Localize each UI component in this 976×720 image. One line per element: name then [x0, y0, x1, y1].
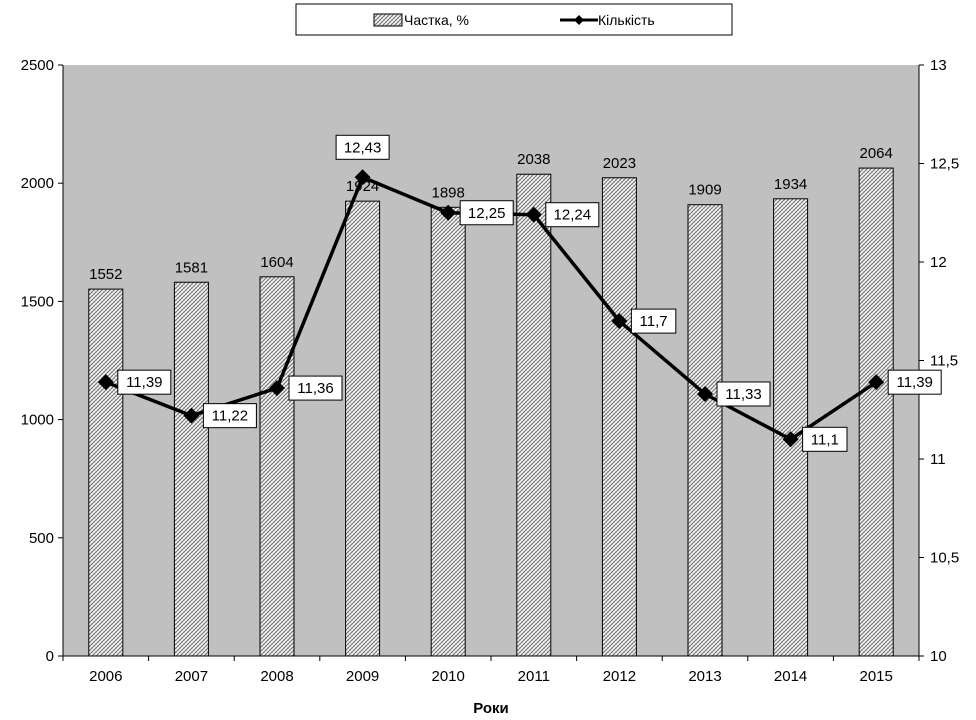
- bar-2012: [601, 177, 637, 657]
- line-marker-2010: [440, 204, 457, 221]
- line-value-box-2008: [288, 375, 343, 401]
- line-marker-2012: [611, 313, 628, 330]
- bar-value-labels: 1552 1581 1604 1924 1898 2038 2023 1909 1934 2064: [89, 145, 893, 283]
- bar-value-label-2012: 2023: [603, 155, 636, 172]
- x-tick-label-2009: 2009: [346, 668, 379, 685]
- line-value-box-2007: [202, 403, 257, 429]
- left-tick-label: 2000: [21, 175, 54, 192]
- line-value-box-2015: [887, 369, 942, 395]
- x-tick-label-2008: 2008: [260, 668, 293, 685]
- x-tick-label-2013: 2013: [688, 668, 721, 685]
- x-tick-label-2010: 2010: [432, 668, 465, 685]
- bar-value-label-2014: 1934: [774, 176, 807, 193]
- x-tick-label-2012: 2012: [603, 668, 636, 685]
- bar-2006: [88, 288, 124, 657]
- line-value-box-2013: [716, 381, 771, 407]
- left-tick-label: 0: [46, 648, 54, 665]
- bar-2014: [773, 198, 809, 657]
- x-tick-label-2015: 2015: [860, 668, 893, 685]
- legend-swatch-marker: [574, 15, 584, 25]
- bar-value-label-2006: 1552: [89, 266, 122, 283]
- line-value-box-2014: [802, 426, 848, 452]
- bar-2015: [858, 167, 894, 657]
- line-marker-2014: [782, 431, 799, 448]
- line-value-label-2015: 11,39: [896, 374, 932, 391]
- line-value-label-2014: 11,1: [811, 431, 839, 448]
- line-value-box-2009: [335, 134, 390, 160]
- bar-value-label-2007: 1581: [175, 259, 208, 276]
- x-tick-label-2006: 2006: [89, 668, 122, 685]
- legend-label-bar: Частка, %: [404, 12, 469, 28]
- bar-value-label-2011: 2038: [517, 151, 550, 168]
- bar-2010: [430, 206, 466, 657]
- right-tick-label: 12,5: [930, 156, 959, 173]
- x-tick-label-2014: 2014: [774, 668, 807, 685]
- left-tick-label: 1500: [21, 293, 54, 310]
- line-marker-2009: [354, 169, 371, 186]
- right-tick-label: 10,5: [930, 550, 959, 567]
- line-value-label-2010: 12,25: [468, 205, 506, 222]
- line-value-label-2013: 11,33: [725, 386, 761, 403]
- line-value-label-2008: 11,36: [297, 380, 333, 397]
- line-value-label-2011: 12,24: [554, 207, 592, 224]
- line-value-label-2009: 12,43: [344, 139, 382, 156]
- bar-value-label-2015: 2064: [860, 145, 893, 162]
- right-tick-label: 12: [930, 254, 947, 271]
- line-value-label-2007: 11,22: [212, 408, 248, 425]
- legend-box: [295, 3, 733, 36]
- line-value-box-2011: [545, 202, 600, 228]
- left-tick-label: 1000: [21, 412, 54, 429]
- line-value-box-2012: [630, 308, 677, 334]
- line-marker-2013: [697, 385, 713, 402]
- bar-2013: [687, 204, 723, 657]
- line-marker-2008: [269, 380, 285, 397]
- right-tick-label: 13: [930, 57, 947, 74]
- legend-label-line: Кількість: [598, 12, 655, 28]
- x-axis-title: Роки: [473, 700, 509, 717]
- legend: Частка, % Кількість: [295, 3, 733, 36]
- left-tick-label: 500: [29, 530, 54, 547]
- right-tick-label: 10: [930, 648, 947, 665]
- line-value-box-2010: [459, 200, 514, 226]
- bar-2009: [345, 200, 381, 657]
- line-marker-2011: [525, 206, 542, 223]
- bar-2008: [259, 276, 295, 657]
- bar-value-label-2010: 1898: [432, 184, 465, 201]
- x-axis-ticks: 2006 2007 2008 2009 2010 2011 2012 2013 2014 2015: [62, 656, 920, 685]
- x-tick-label-2011: 2011: [518, 668, 550, 685]
- right-tick-label: 11,5: [930, 353, 958, 370]
- left-axis-ticks: 0 500 1000 1500 2000 2500: [21, 57, 63, 665]
- bar-value-label-2008: 1604: [260, 254, 293, 271]
- right-tick-label: 11: [930, 451, 946, 468]
- legend-swatch-bar: [373, 13, 403, 27]
- bar-value-label-2013: 1909: [688, 182, 721, 199]
- bar-2011: [516, 173, 552, 657]
- line-marker-2015: [868, 374, 885, 391]
- line-marker-2006: [97, 374, 114, 391]
- left-tick-label: 2500: [21, 57, 54, 74]
- line-value-label-2012: 11,7: [640, 313, 668, 330]
- line-value-labels: 11,39 11,22 11,36 12,43 12,25 12,24 11,7 11,33 1…: [117, 134, 942, 452]
- right-axis-ticks: 10 10,5 11 11,5 12 12,5 13: [919, 57, 959, 665]
- bar-2007: [173, 281, 209, 657]
- line-value-label-2006: 11,39: [126, 374, 162, 391]
- x-tick-label-2007: 2007: [175, 668, 208, 685]
- line-value-box-2006: [117, 369, 172, 395]
- bar-value-label-2009: 1924: [346, 178, 379, 195]
- line-marker-2007: [183, 407, 200, 424]
